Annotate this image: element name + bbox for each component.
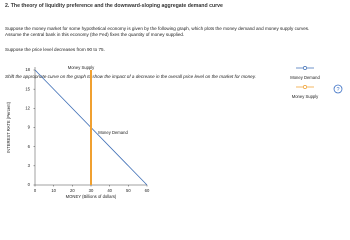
- y-tick-label: 15: [25, 86, 30, 91]
- legend-icon-marker: [303, 66, 307, 70]
- y-tick-label: 12: [25, 105, 30, 110]
- help-button[interactable]: [333, 84, 343, 94]
- y-tick-label: 3: [28, 163, 31, 168]
- x-tick-label: 0: [34, 188, 37, 193]
- x-tick-label: 10: [51, 188, 56, 193]
- y-tick-label: 18: [25, 67, 30, 72]
- y-tick-label: 0: [28, 182, 31, 187]
- x-tick-label: 40: [107, 188, 112, 193]
- x-tick-label: 60: [145, 188, 150, 193]
- instruction: Shift the appropriate curve on the graph…: [5, 74, 256, 79]
- curve-label: Money Supply: [68, 65, 95, 70]
- curve-label: Money Demand: [98, 130, 128, 135]
- chart: ? 0 3 6 9 12 15 18 0 10 20 30 40 50 60 MONEY (Billions…: [6, 65, 343, 199]
- x-tick-label: 50: [126, 188, 131, 193]
- page: 2. The theory of liquidity preference an…: [5, 3, 343, 199]
- question-title: 2. The theory of liquidity preference an…: [5, 3, 223, 9]
- legend-label: Money Supply: [292, 94, 319, 99]
- y-tick-label: 6: [28, 144, 31, 149]
- y-axis-label: INTEREST RATE (Percent): [6, 101, 11, 153]
- paragraph: Suppose the money market for some hypoth…: [5, 26, 310, 38]
- y-tick-label: 9: [28, 125, 31, 130]
- paragraph: Suppose the price level decreases from 9…: [5, 47, 105, 52]
- legend-icon-marker: [303, 85, 307, 89]
- legend-label: Money Demand: [290, 75, 320, 80]
- x-tick-label: 30: [89, 188, 94, 193]
- help-icon[interactable]: ?: [336, 87, 339, 93]
- x-tick-label: 20: [70, 188, 75, 193]
- x-axis-label: MONEY (Billions of dollars): [66, 194, 117, 199]
